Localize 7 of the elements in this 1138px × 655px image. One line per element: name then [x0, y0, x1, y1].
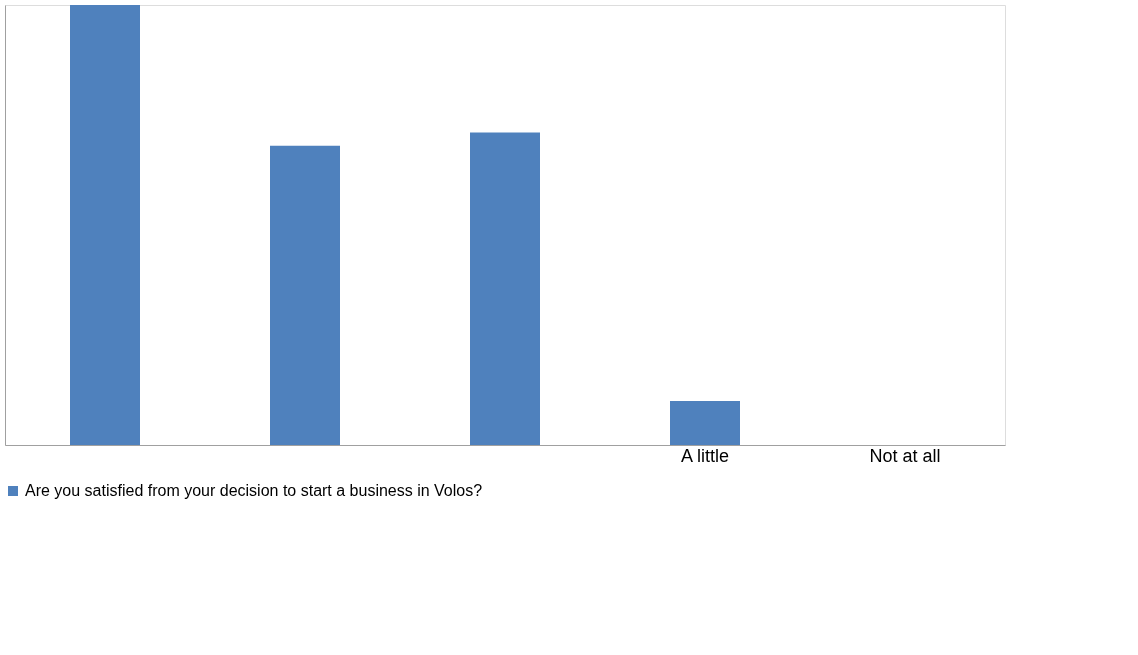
- bar: [70, 5, 140, 445]
- legend-label: Are you satisfied from your decision to start a business in Volos?: [25, 482, 483, 499]
- bar: [270, 145, 340, 445]
- x-tick-label: A little: [680, 445, 730, 466]
- bar: [670, 401, 740, 445]
- x-tick-label: Not at all: [869, 445, 941, 466]
- bar: [470, 132, 540, 445]
